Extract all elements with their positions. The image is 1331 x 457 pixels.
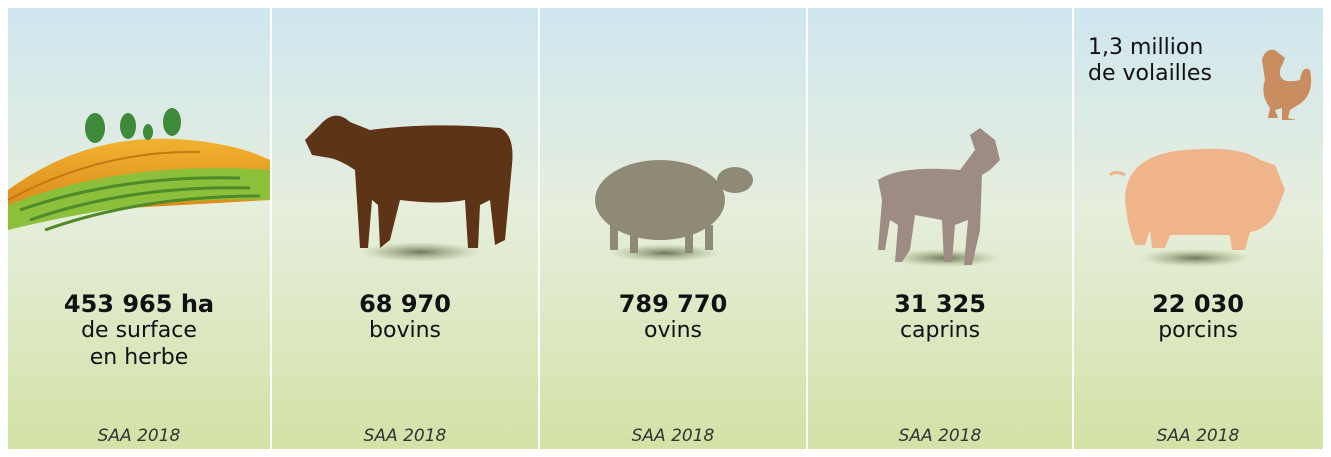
extra-label: de volailles [1088,61,1212,86]
stat-value: 453 965 ha [64,290,214,318]
source: SAA 2018 [632,426,715,446]
stat-label: caprins [900,318,980,343]
stat-value: 789 770 [619,290,728,318]
source: SAA 2018 [98,426,181,446]
stat-label: de surface [81,318,197,343]
stat-value: 22 030 [1152,290,1244,318]
panel [808,8,1072,449]
infographic: 453 965 hade surfaceen herbe SAA 2018 68 9… [0,0,1331,457]
stat-label: porcins [1158,318,1238,343]
source: SAA 2018 [1157,426,1240,446]
stat-label: ovins [644,318,702,343]
extra-value: 1,3 million [1088,35,1203,60]
stat-value: 68 970 [359,290,451,318]
stat-label: bovins [369,318,441,343]
stat-label: en herbe [90,345,189,370]
stat-value: 31 325 [894,290,986,318]
source: SAA 2018 [364,426,447,446]
source: SAA 2018 [899,426,982,446]
